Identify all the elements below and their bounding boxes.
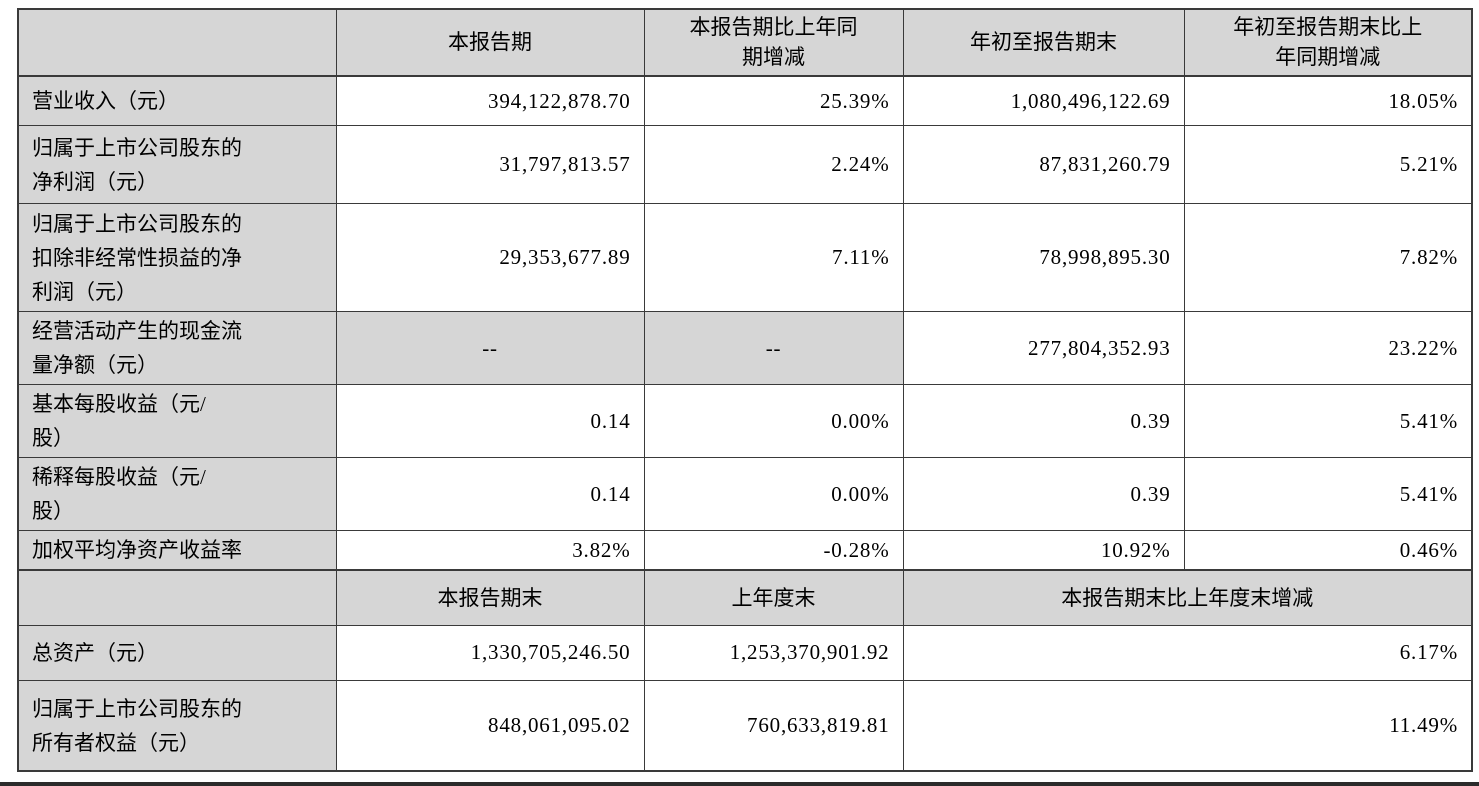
cell-current-end: 1,330,705,246.50 <box>335 624 645 681</box>
cell-yoy-change: 25.39% <box>643 75 904 127</box>
cell-ytd: 1,080,496,122.69 <box>902 75 1185 127</box>
cell-current-end: 848,061,095.02 <box>335 679 645 772</box>
table-row-total-assets: 总资产（元） 1,330,705,246.50 1,253,370,901.92… <box>17 624 1473 681</box>
row-label: 归属于上市公司股东的 净利润（元） <box>17 125 337 205</box>
row-label: 经营活动产生的现金流 量净额（元） <box>17 311 337 386</box>
cell-ytd: 10.92% <box>902 530 1185 571</box>
cell-period-end-change: 6.17% <box>902 624 1473 681</box>
header-row-period-end: 本报告期末 上年度末 本报告期末比上年度末增减 <box>17 569 1473 626</box>
cell-ytd: 277,804,352.93 <box>902 311 1185 386</box>
header-yoy-change: 本报告期比上年同 期增减 <box>643 8 904 77</box>
cell-current: 394,122,878.70 <box>335 75 645 127</box>
cell-yoy-change: 2.24% <box>643 125 904 205</box>
cell-current: 0.14 <box>335 457 645 532</box>
cell-ytd-yoy-change: 18.05% <box>1183 75 1473 127</box>
table-row-net-profit: 归属于上市公司股东的 净利润（元） 31,797,813.57 2.24% 87… <box>17 125 1473 205</box>
table-row-basic-eps: 基本每股收益（元/ 股） 0.14 0.00% 0.39 5.41% <box>17 384 1473 459</box>
key-financials-table: 本报告期 本报告期比上年同 期增减 年初至报告期末 年初至报告期末比上 年同期增… <box>17 8 1473 773</box>
cell-ytd: 78,998,895.30 <box>902 203 1185 313</box>
header-empty-cell <box>17 8 337 77</box>
cell-yoy-change-na: -- <box>643 311 904 386</box>
row-label: 归属于上市公司股东的 所有者权益（元） <box>17 679 337 772</box>
cell-yoy-change: 0.00% <box>643 384 904 459</box>
header-current-period-end: 本报告期末 <box>335 569 645 626</box>
cell-current-na: -- <box>335 311 645 386</box>
header-current-period: 本报告期 <box>335 8 645 77</box>
page-bottom-rule <box>0 782 1479 786</box>
row-label: 营业收入（元） <box>17 75 337 127</box>
cell-yoy-change: 0.00% <box>643 457 904 532</box>
row-label: 稀释每股收益（元/ 股） <box>17 457 337 532</box>
header-period-end-change: 本报告期末比上年度末增减 <box>902 569 1473 626</box>
table-row-equity-attributable: 归属于上市公司股东的 所有者权益（元） 848,061,095.02 760,6… <box>17 679 1473 772</box>
table-row-operating-revenue: 营业收入（元） 394,122,878.70 25.39% 1,080,496,… <box>17 75 1473 127</box>
cell-ytd: 0.39 <box>902 457 1185 532</box>
cell-yoy-change: -0.28% <box>643 530 904 571</box>
cell-period-end-change: 11.49% <box>902 679 1473 772</box>
cell-yoy-change: 7.11% <box>643 203 904 313</box>
cell-ytd-yoy-change: 0.46% <box>1183 530 1473 571</box>
cell-ytd-yoy-change: 5.41% <box>1183 384 1473 459</box>
table-row-operating-cash-flow: 经营活动产生的现金流 量净额（元） -- -- 277,804,352.93 2… <box>17 311 1473 386</box>
row-label: 归属于上市公司股东的 扣除非经常性损益的净 利润（元） <box>17 203 337 313</box>
cell-prev-year-end: 760,633,819.81 <box>643 679 904 772</box>
table-row-weighted-avg-roe: 加权平均净资产收益率 3.82% -0.28% 10.92% 0.46% <box>17 530 1473 571</box>
header-ytd-yoy-change: 年初至报告期末比上 年同期增减 <box>1183 8 1473 77</box>
header-row-period: 本报告期 本报告期比上年同 期增减 年初至报告期末 年初至报告期末比上 年同期增… <box>17 8 1473 77</box>
cell-current: 29,353,677.89 <box>335 203 645 313</box>
row-label: 加权平均净资产收益率 <box>17 530 337 571</box>
header-empty-cell <box>17 569 337 626</box>
table-row-net-profit-excl-nonrecurring: 归属于上市公司股东的 扣除非经常性损益的净 利润（元） 29,353,677.8… <box>17 203 1473 313</box>
cell-ytd-yoy-change: 23.22% <box>1183 311 1473 386</box>
cell-ytd-yoy-change: 5.21% <box>1183 125 1473 205</box>
row-label: 总资产（元） <box>17 624 337 681</box>
cell-prev-year-end: 1,253,370,901.92 <box>643 624 904 681</box>
cell-current: 31,797,813.57 <box>335 125 645 205</box>
header-prev-year-end: 上年度末 <box>643 569 904 626</box>
cell-ytd: 87,831,260.79 <box>902 125 1185 205</box>
cell-current: 3.82% <box>335 530 645 571</box>
cell-ytd-yoy-change: 7.82% <box>1183 203 1473 313</box>
cell-current: 0.14 <box>335 384 645 459</box>
table-row-diluted-eps: 稀释每股收益（元/ 股） 0.14 0.00% 0.39 5.41% <box>17 457 1473 532</box>
row-label: 基本每股收益（元/ 股） <box>17 384 337 459</box>
cell-ytd: 0.39 <box>902 384 1185 459</box>
header-ytd: 年初至报告期末 <box>902 8 1185 77</box>
cell-ytd-yoy-change: 5.41% <box>1183 457 1473 532</box>
